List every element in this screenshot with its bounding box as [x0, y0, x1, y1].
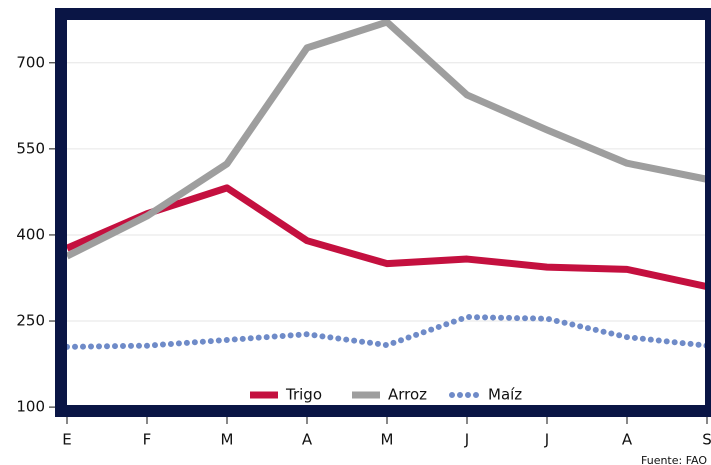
series-line — [67, 18, 705, 260]
plot-area — [67, 18, 705, 405]
x-tick-label: J — [544, 431, 549, 449]
lines — [67, 18, 705, 350]
frame — [55, 8, 711, 417]
x-tick-label: S — [702, 431, 711, 449]
legend-label: Maíz — [488, 386, 522, 404]
x-tick-label: M — [221, 431, 234, 449]
x-tick-label: F — [143, 431, 152, 449]
x-tick-label: A — [302, 431, 313, 449]
y-tick-label: 550 — [16, 139, 45, 157]
y-tick-label: 100 — [16, 398, 45, 416]
y-tick-label: 250 — [16, 312, 45, 330]
x-tick-label: E — [62, 431, 71, 449]
legend-label: Arroz — [388, 386, 427, 404]
legend-label: Trigo — [285, 386, 322, 404]
x-tick-label: M — [381, 431, 394, 449]
series-line — [67, 184, 705, 290]
legend: Trigo Arroz Maíz — [250, 386, 522, 404]
x-tick-label: J — [464, 431, 469, 449]
y-tick-label: 400 — [16, 225, 45, 243]
x-tick-label: A — [622, 431, 633, 449]
axes: 100 250 400 550 700 E F M A M J J A S — [16, 53, 711, 448]
source: Fuente: FAO — [641, 454, 707, 465]
series-line — [67, 313, 705, 350]
y-tick-label: 700 — [16, 53, 45, 71]
